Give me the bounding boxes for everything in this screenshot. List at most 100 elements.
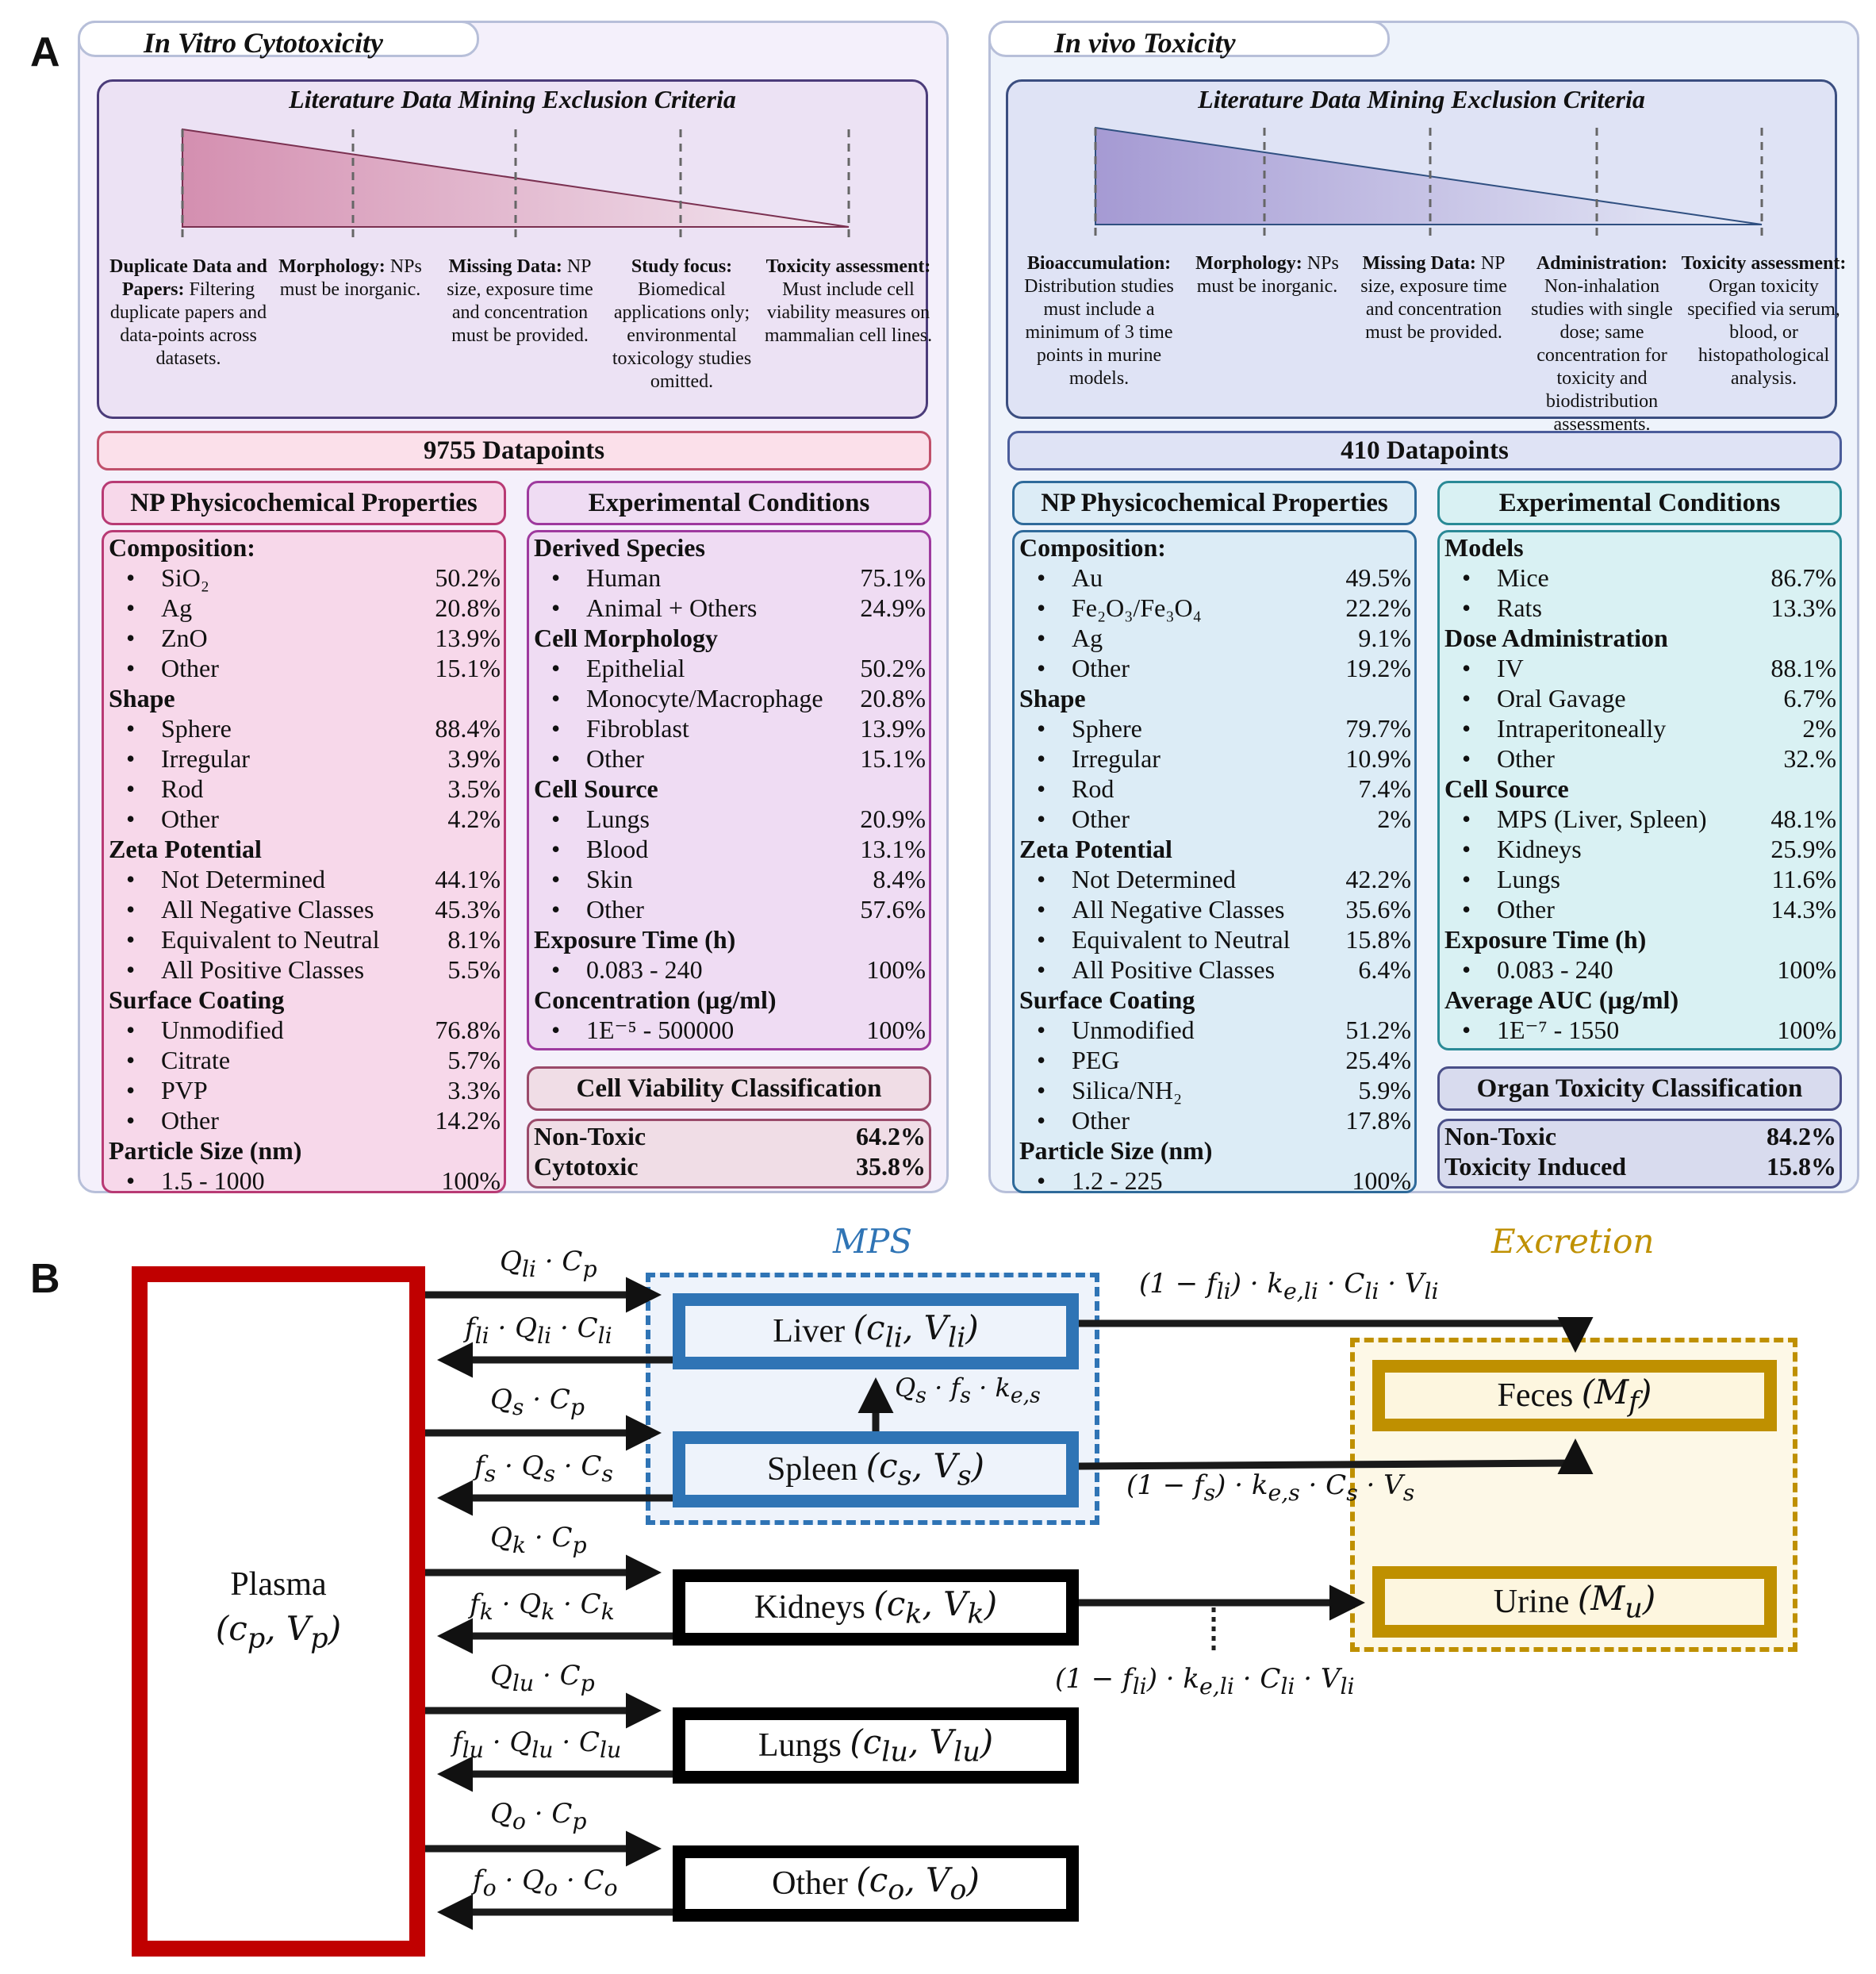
item-label: Rats bbox=[1462, 593, 1542, 623]
item-value: 3.5% bbox=[447, 774, 501, 803]
list-item: Animal + Others 24.9% bbox=[534, 593, 926, 623]
item-label: ZnO bbox=[126, 623, 208, 653]
item-value: 13.1% bbox=[860, 835, 926, 863]
item-label: PVP bbox=[126, 1075, 208, 1105]
item-value: 2% bbox=[1802, 714, 1836, 743]
invivo-tab-title: In vivo Toxicity bbox=[988, 21, 1390, 59]
item-value: 48.1% bbox=[1770, 805, 1836, 833]
list-item: Unmodified 51.2% bbox=[1019, 1015, 1411, 1045]
item-value: 22.2% bbox=[1345, 593, 1411, 622]
urine-compartment: Urine (Mu) bbox=[1372, 1566, 1777, 1638]
flow-spleen-out: fs · Qs · Cs bbox=[474, 1450, 613, 1487]
item-value: 86.7% bbox=[1770, 563, 1836, 592]
list-item: Unmodified 76.8% bbox=[109, 1015, 501, 1045]
liver-compartment: Liver (cli, Vli) bbox=[673, 1293, 1079, 1369]
item-value: 50.2% bbox=[860, 654, 926, 682]
list-item: MPS (Liver, Spleen) 48.1% bbox=[1444, 804, 1836, 834]
item-label: Kidneys bbox=[1462, 834, 1582, 864]
item-value: 20.8% bbox=[860, 684, 926, 712]
item-label: All Negative Classes bbox=[126, 894, 374, 924]
item-label: Oral Gavage bbox=[1462, 683, 1626, 713]
liver-vars: (cli, Vli) bbox=[853, 1308, 979, 1354]
item-label: Toxicity Induced bbox=[1444, 1152, 1627, 1181]
spleen-compartment: Spleen (cs, Vs) bbox=[673, 1431, 1079, 1507]
item-value: 100% bbox=[1777, 1016, 1836, 1044]
list-item: ZnO 13.9% bbox=[109, 623, 501, 653]
item-value: 13.3% bbox=[1770, 593, 1836, 622]
section-heading: Shape bbox=[109, 684, 175, 712]
item-value: 17.8% bbox=[1345, 1106, 1411, 1135]
section-heading: Zeta Potential bbox=[109, 835, 262, 863]
item-label: SiO₂ bbox=[126, 563, 209, 593]
list-item: 1E⁻⁷ - 1550 100% bbox=[1444, 1015, 1836, 1045]
invitro-np-title: NP Physicochemical Properties bbox=[102, 481, 506, 525]
item-label: All Negative Classes bbox=[1037, 894, 1284, 924]
list-item: Not Determined 44.1% bbox=[109, 864, 501, 894]
invitro-criteria-wedge bbox=[181, 128, 850, 240]
item-value: 84.2% bbox=[1767, 1122, 1836, 1150]
item-label: Other bbox=[126, 804, 219, 834]
invitro-np-list: Composition:SiO₂50.2%Ag20.8%ZnO13.9%Othe… bbox=[102, 530, 506, 1196]
item-value: 13.9% bbox=[435, 624, 501, 652]
other-vars: (co, Vo) bbox=[856, 1861, 980, 1907]
item-label: Other bbox=[1462, 743, 1555, 774]
liver-name: Liver bbox=[773, 1313, 846, 1350]
item-label: Mice bbox=[1462, 563, 1549, 593]
list-item: Citrate 5.7% bbox=[109, 1045, 501, 1075]
item-value: 76.8% bbox=[435, 1016, 501, 1044]
list-item: Other 19.2% bbox=[1019, 653, 1411, 683]
invivo-criterion-1: Bioaccumulation: Distribution studies mu… bbox=[1024, 253, 1174, 389]
list-item: Monocyte/Macrophage 20.8% bbox=[534, 683, 926, 713]
item-value: 45.3% bbox=[435, 895, 501, 924]
item-label: MPS (Liver, Spleen) bbox=[1462, 804, 1706, 834]
flow-kidneys-in: Qk · Cp bbox=[490, 1522, 587, 1558]
list-item: Sphere 88.4% bbox=[109, 713, 501, 743]
list-item: Kidneys 25.9% bbox=[1444, 834, 1836, 864]
section-heading: Cell Morphology bbox=[534, 624, 718, 652]
plasma-vars: (cp, Vp) bbox=[215, 1608, 342, 1655]
flow-lungs-out: flu · Qlu · Clu bbox=[452, 1726, 622, 1763]
item-value: 3.9% bbox=[447, 744, 501, 773]
item-label: Other bbox=[126, 653, 219, 683]
item-value: 100% bbox=[866, 955, 926, 984]
invivo-criteria-title: Literature Data Mining Exclusion Criteri… bbox=[1198, 85, 1645, 113]
item-label: Other bbox=[1037, 1105, 1130, 1135]
list-item: Fe₂O₃/Fe₃O₄ 22.2% bbox=[1019, 593, 1411, 623]
section-heading: Composition: bbox=[109, 533, 255, 562]
list-item: Ag 9.1% bbox=[1019, 623, 1411, 653]
flow-liver-in: Qli · Cp bbox=[500, 1246, 597, 1282]
item-value: 79.7% bbox=[1345, 714, 1411, 743]
item-label: 1E⁻⁷ - 1550 bbox=[1462, 1015, 1619, 1045]
flow-liver-to-feces: (1 − fli) · ke,li · Cli · Vli bbox=[1139, 1268, 1439, 1304]
list-item: Other 17.8% bbox=[1019, 1105, 1411, 1135]
lungs-compartment: Lungs (clu, Vlu) bbox=[673, 1707, 1079, 1784]
item-label: Not Determined bbox=[126, 864, 325, 894]
invitro-criteria-title: Literature Data Mining Exclusion Criteri… bbox=[289, 85, 736, 113]
invivo-criterion-5: Toxicity assessment: Organ toxicity spec… bbox=[1681, 253, 1847, 389]
list-item: 1.5 - 1000 100% bbox=[109, 1166, 501, 1196]
item-value: 5.9% bbox=[1358, 1076, 1411, 1104]
item-value: 88.4% bbox=[435, 714, 501, 743]
invivo-class-list: Non-Toxic 84.2% Toxicity Induced 15.8% bbox=[1437, 1119, 1842, 1189]
other-name: Other bbox=[772, 1865, 848, 1902]
flow-other-out: fo · Qo · Co bbox=[473, 1865, 618, 1901]
item-value: 44.1% bbox=[435, 865, 501, 893]
section-heading: Derived Species bbox=[534, 533, 705, 562]
item-label: Other bbox=[1037, 804, 1130, 834]
item-label: Animal + Others bbox=[551, 593, 757, 623]
list-item: Sphere 79.7% bbox=[1019, 713, 1411, 743]
section-heading: Concentration (µg/ml) bbox=[534, 985, 777, 1014]
item-value: 64.2% bbox=[856, 1122, 926, 1150]
spleen-vars: (cs, Vs) bbox=[865, 1446, 985, 1492]
invitro-criterion-3: Missing Data: NP size, exposure time and… bbox=[447, 256, 593, 346]
item-label: Intraperitoneally bbox=[1462, 713, 1666, 743]
section-heading: Models bbox=[1444, 533, 1524, 562]
item-label: Ag bbox=[1037, 623, 1103, 653]
section-heading: Particle Size (nm) bbox=[109, 1136, 302, 1165]
item-label: Irregular bbox=[126, 743, 250, 774]
item-value: 88.1% bbox=[1770, 654, 1836, 682]
flow-other-in: Qo · Cp bbox=[490, 1798, 587, 1834]
item-label: Other bbox=[1037, 653, 1130, 683]
list-item: All Negative Classes 35.6% bbox=[1019, 894, 1411, 924]
item-label: Other bbox=[551, 743, 644, 774]
